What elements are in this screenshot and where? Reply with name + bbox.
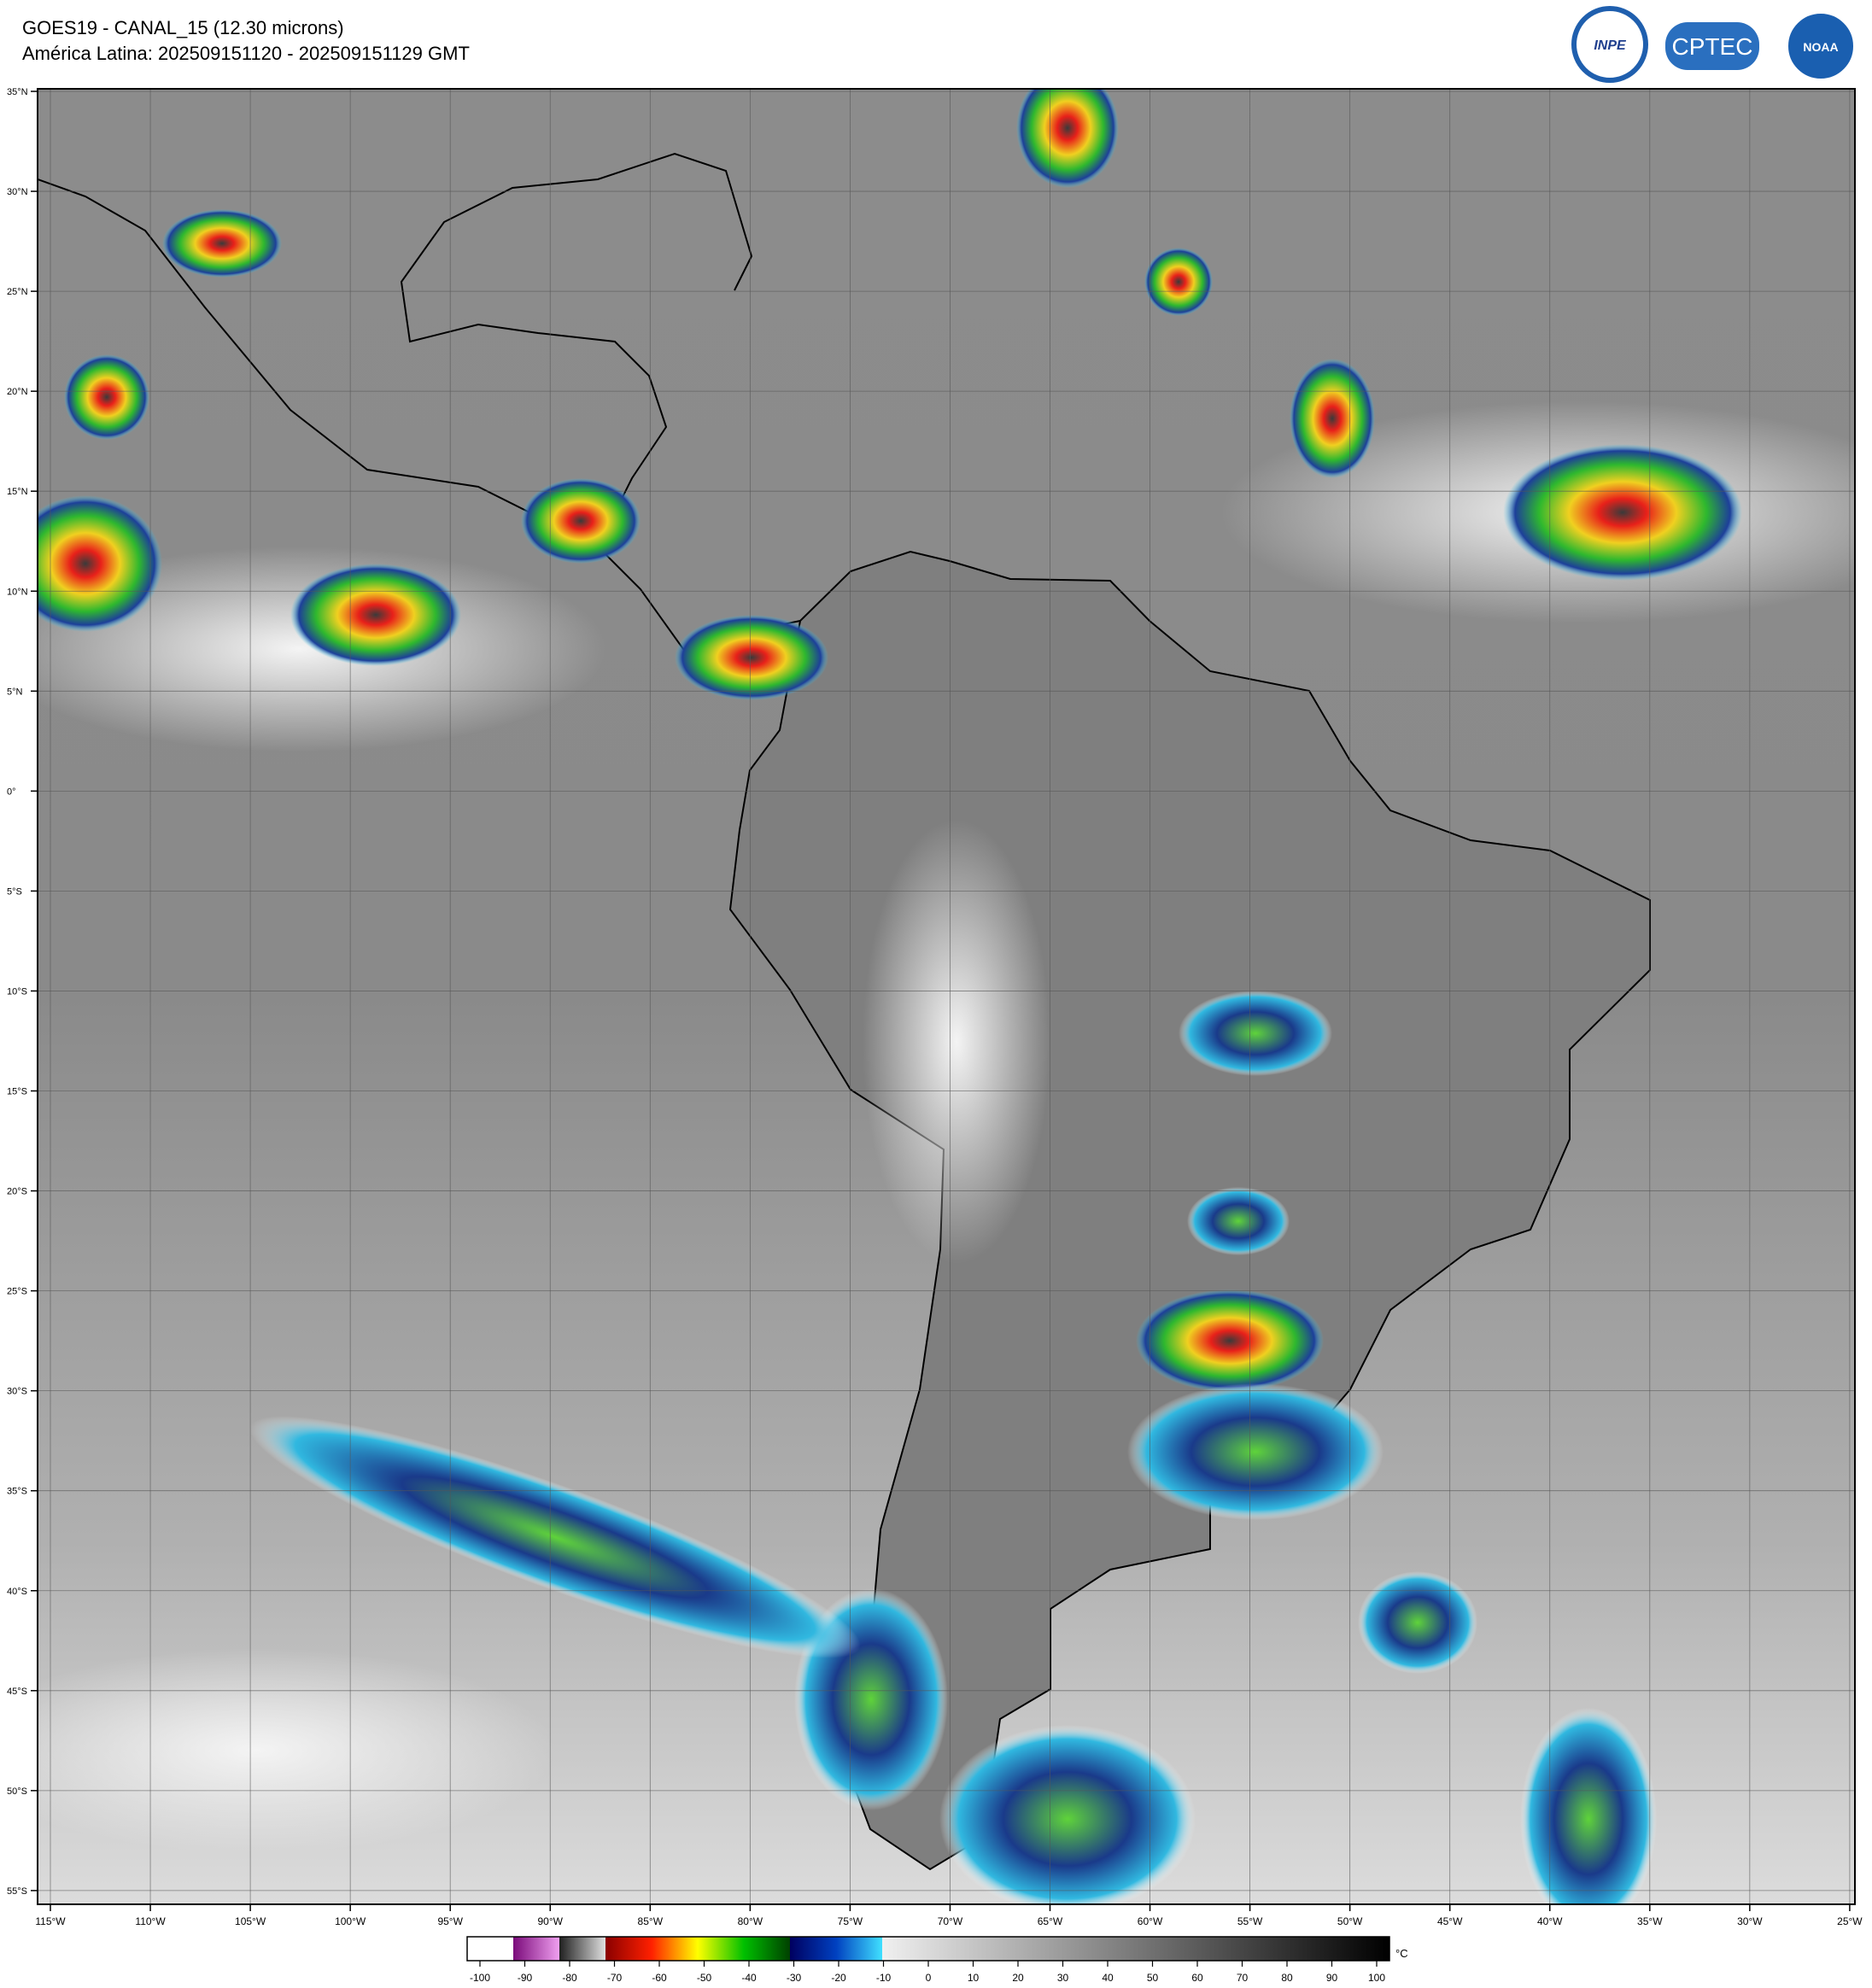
latitude-label: 20°S	[7, 1187, 27, 1197]
longitude-label: 25°W	[1837, 1915, 1863, 1927]
image-title: GOES19 - CANAL_15 (12.30 microns)	[22, 17, 344, 38]
cloud-band	[249, 1416, 861, 1658]
colorbar-tick-label: 30	[1057, 1972, 1069, 1984]
colorbar-tick-label: -50	[697, 1972, 712, 1984]
colorbar-tick-label: 70	[1237, 1972, 1249, 1984]
logo-text: NOAA	[1803, 40, 1838, 54]
longitude-label: 30°W	[1737, 1915, 1763, 1927]
storm-cloud	[162, 209, 282, 278]
longitude-label: 65°W	[1038, 1915, 1063, 1927]
longitude-label: 60°W	[1138, 1915, 1163, 1927]
latitude-label: 15°N	[7, 487, 28, 497]
colorbar-tick-label: 100	[1368, 1972, 1385, 1984]
longitude-label: 70°W	[938, 1915, 963, 1927]
longitude-label: 90°W	[538, 1915, 564, 1927]
logo-text: CPTEC	[1672, 33, 1753, 60]
cloud-band	[939, 1725, 1196, 1904]
colorbar-tick-label: 50	[1147, 1972, 1159, 1984]
colorbar-tick-label: 60	[1191, 1972, 1203, 1984]
image-subtitle: América Latina: 202509151120 - 202509151…	[22, 43, 470, 64]
latitude-label: 40°S	[7, 1587, 27, 1597]
map	[38, 89, 1855, 1904]
cloud-band	[1187, 1187, 1290, 1255]
cloud	[863, 820, 1050, 1264]
latitude-label: 25°N	[7, 287, 28, 297]
latitude-label: 35°S	[7, 1487, 27, 1497]
colorbar-tick-label: 80	[1281, 1972, 1293, 1984]
cloud-band	[1179, 991, 1332, 1076]
latitude-label: 5°N	[7, 687, 23, 697]
colorbar-tick-label: -30	[787, 1972, 802, 1984]
longitude-label: 40°W	[1537, 1915, 1563, 1927]
storm-cloud	[290, 564, 461, 666]
colorbar-tick-label: -80	[562, 1972, 577, 1984]
longitude-label: 95°W	[437, 1915, 463, 1927]
longitude-label: 100°W	[335, 1915, 366, 1927]
longitude-label: 105°W	[235, 1915, 266, 1927]
graticule	[38, 89, 1855, 1904]
logos: INPE CPTEC NOAA	[1571, 6, 1857, 83]
colorbar-tick-label: 10	[968, 1972, 980, 1984]
colorbar-tick-label: -60	[652, 1972, 667, 1984]
cloud-band	[1358, 1571, 1477, 1674]
storm-cloud	[64, 354, 149, 440]
longitude-label: 115°W	[35, 1915, 66, 1927]
longitude-label: 35°W	[1637, 1915, 1663, 1927]
colorbar-tick-label: 20	[1012, 1972, 1024, 1984]
longitude-label: 85°W	[638, 1915, 664, 1927]
storm-cloud	[1503, 444, 1742, 581]
inpe-logo	[1571, 6, 1648, 83]
storm-cloud	[1016, 89, 1119, 188]
cloud	[38, 1648, 555, 1853]
storm-cloud	[521, 478, 641, 564]
colorbar-unit: °C	[1395, 1947, 1408, 1960]
logo-text: INPE	[1594, 38, 1627, 53]
cloud-band	[1520, 1708, 1657, 1904]
longitude-label: 75°W	[838, 1915, 863, 1927]
storm-cloud	[38, 495, 162, 632]
storm-cloud	[1136, 1289, 1324, 1392]
cloud-band	[1127, 1383, 1384, 1520]
colorbar-tick-label: -40	[741, 1972, 757, 1984]
longitude-label: 50°W	[1337, 1915, 1363, 1927]
cptec-logo	[1665, 22, 1759, 70]
latitude-label: 10°S	[7, 986, 27, 997]
longitude-label: 55°W	[1237, 1915, 1263, 1927]
gulf-coast	[400, 152, 753, 547]
colorbar-tick-label: -70	[607, 1972, 623, 1984]
storm-cloud	[1144, 248, 1213, 316]
colorbar-tick-label: 40	[1102, 1972, 1114, 1984]
graticule-labels: 35°N 30°N 25°N 20°N 15°N 10°N 5°N 0° 5°S 10°S 15°S…	[7, 87, 1863, 1927]
latitude-label: 30°S	[7, 1387, 27, 1397]
latitude-label: 50°S	[7, 1786, 27, 1797]
latitude-label: 0°	[7, 786, 16, 797]
longitude-label: 80°W	[738, 1915, 763, 1927]
longitude-label: 110°W	[135, 1915, 166, 1927]
latitude-label: 35°N	[7, 87, 28, 97]
colorbar-tick-label: 0	[926, 1972, 932, 1984]
colorbar: °C -100 -90 -80 -70 -60 -50 -40 -30 -20 -10 0 10 20 3…	[466, 1936, 1408, 1984]
longitude-label: 45°W	[1437, 1915, 1463, 1927]
colorbar-tick-label: -10	[876, 1972, 892, 1984]
latitude-label: 55°S	[7, 1886, 27, 1897]
colorbar-tick-label: -20	[831, 1972, 846, 1984]
colorbar-tick-label: 90	[1326, 1972, 1338, 1984]
latitude-label: 10°N	[7, 587, 28, 597]
storm-cloud	[1290, 359, 1375, 478]
latitude-label: 15°S	[7, 1087, 27, 1097]
storm-cloud	[675, 615, 828, 700]
colorbar-scale	[466, 1936, 1390, 1962]
colorbar-tick-label: -100	[470, 1972, 490, 1984]
noaa-logo	[1785, 10, 1857, 82]
colorbar-tick-label: -90	[518, 1972, 533, 1984]
latitude-label: 45°S	[7, 1687, 27, 1697]
latitude-label: 30°N	[7, 187, 28, 197]
latitude-label: 25°S	[7, 1287, 27, 1297]
latitude-label: 5°S	[7, 886, 22, 897]
map-frame	[37, 88, 1856, 1905]
latitude-label: 20°N	[7, 387, 28, 397]
